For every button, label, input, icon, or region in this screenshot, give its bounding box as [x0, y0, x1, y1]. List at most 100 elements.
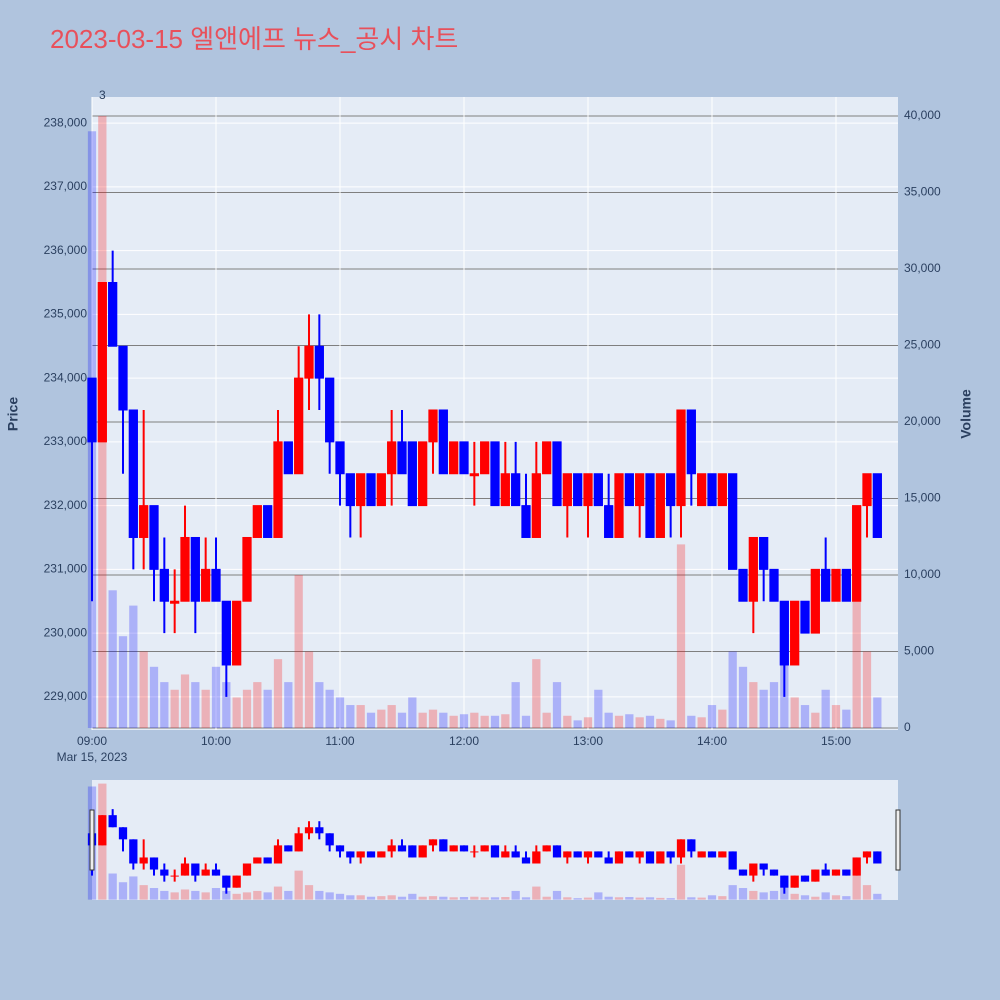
range-slider-handle[interactable]	[89, 809, 95, 871]
slider-candle-body	[304, 827, 314, 834]
candle-body	[459, 441, 469, 475]
candle-body	[552, 441, 562, 507]
volume-bar	[831, 705, 841, 729]
volume-bar	[149, 666, 159, 729]
slider-volume-bar	[676, 864, 686, 900]
y2-tick-label: 20,000	[904, 414, 941, 428]
volume-bar	[232, 697, 241, 729]
slider-volume-bar	[118, 882, 128, 900]
candle-body	[521, 505, 531, 538]
volume-bar	[573, 720, 582, 729]
slider-candle-body	[428, 839, 438, 846]
slider-candle-body	[656, 851, 665, 864]
volume-bar	[428, 709, 438, 729]
candle-body	[159, 568, 169, 602]
candle-body	[190, 536, 200, 602]
slider-candle-body	[852, 857, 861, 876]
volume-bar	[862, 651, 872, 729]
candle-body	[852, 505, 862, 602]
slider-candle-body	[532, 851, 541, 864]
slider-volume-bar	[160, 890, 169, 900]
slider-candle-body	[242, 863, 252, 876]
slider-candle-body	[645, 851, 655, 864]
slider-candle-body	[408, 845, 417, 858]
candle-body	[232, 600, 242, 666]
range-slider[interactable]	[92, 780, 898, 900]
volume-bar	[759, 689, 768, 729]
range-slider-handle[interactable]	[895, 809, 901, 871]
candle-body	[872, 473, 882, 538]
candle-body	[707, 473, 717, 507]
volume-bar	[687, 715, 696, 729]
volume-bar	[821, 689, 830, 729]
slider-volume-bar	[563, 897, 572, 900]
slider-candle-body	[459, 845, 469, 852]
volume-bar	[356, 705, 365, 729]
candle-body	[252, 505, 262, 538]
slider-candle-body	[604, 857, 613, 864]
slider-volume-bar	[759, 892, 768, 900]
candle-body	[294, 377, 304, 475]
slider-candle-body	[160, 869, 169, 876]
candle-body	[800, 600, 810, 634]
volume-bar	[170, 689, 179, 729]
slider-candle-body	[707, 851, 717, 858]
slider-volume-bar	[180, 889, 190, 900]
slider-candle-body	[449, 845, 458, 852]
volume-bar	[263, 689, 272, 729]
volume-bar	[242, 689, 252, 729]
volume-bar	[800, 705, 810, 729]
slider-candle-body	[635, 851, 644, 858]
slider-volume-bar	[304, 885, 314, 900]
slider-volume-bar	[242, 892, 252, 900]
slider-candle-body	[284, 845, 293, 852]
y-tick-label: 236,000	[44, 243, 88, 257]
slider-volume-bar	[108, 873, 117, 900]
slider-candle-body	[480, 845, 489, 852]
candle-body	[542, 441, 552, 475]
slider-candle-body	[191, 863, 200, 876]
candle-body	[397, 441, 407, 475]
slider-volume-bar	[728, 885, 737, 900]
slider-candle-body	[387, 845, 396, 852]
slider-candle-body	[594, 851, 603, 858]
slider-candle-body	[366, 851, 376, 858]
volume-bar	[129, 605, 138, 729]
x-tick-label: 13:00	[573, 734, 603, 748]
plot-area	[92, 97, 898, 730]
candle-body	[469, 473, 479, 477]
candle-body	[139, 505, 149, 538]
volume-bar	[604, 712, 613, 729]
y2-tick-label: 35,000	[904, 185, 941, 199]
slider-candle-body	[439, 839, 448, 852]
slider-candle-body	[862, 851, 872, 858]
candle-body	[418, 441, 428, 507]
volume-bar	[583, 717, 593, 729]
y-tick-label: 229,000	[44, 689, 88, 703]
slider-volume-bar	[387, 895, 396, 900]
candle-body	[862, 473, 872, 507]
volume-bar	[873, 697, 882, 729]
slider-candle-body	[346, 851, 355, 858]
slider-candle-body	[180, 863, 190, 876]
y-tick-label: 231,000	[44, 562, 88, 576]
slider-candle-body	[232, 875, 241, 888]
x-tick-label: 14:00	[697, 734, 727, 748]
slider-candle-body	[335, 845, 345, 852]
slider-candle-body	[738, 869, 748, 876]
slider-volume-bar	[542, 896, 551, 900]
volume-bar	[439, 712, 448, 729]
slider-candle-body	[356, 851, 365, 858]
candle-body	[242, 536, 252, 602]
volume-bar	[315, 682, 324, 729]
y-tick-label: 238,000	[44, 115, 88, 129]
slider-candle-body	[325, 833, 334, 846]
volume-bar	[346, 705, 355, 729]
volume-bar	[645, 715, 655, 729]
volume-bar	[294, 575, 303, 729]
candle-body	[304, 345, 314, 379]
volume-bar	[160, 682, 169, 729]
y-tick-label: 230,000	[44, 625, 88, 639]
